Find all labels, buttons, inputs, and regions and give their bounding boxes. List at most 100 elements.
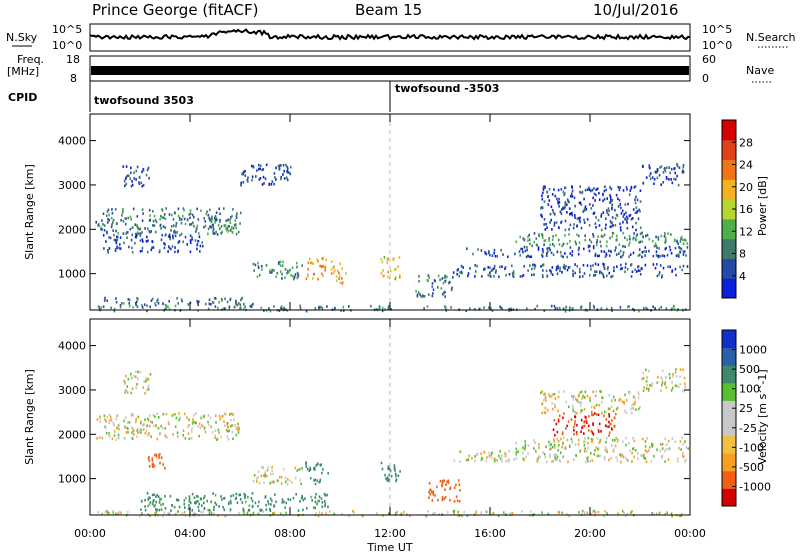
- echo-cell: [674, 246, 677, 250]
- echo-cell: [484, 267, 486, 270]
- echo-cell: [158, 456, 160, 459]
- echo-cell: [595, 390, 597, 393]
- echo-cell: [557, 440, 560, 443]
- echo-cell: [228, 220, 231, 223]
- echo-cell: [116, 426, 118, 430]
- echo-cell: [678, 166, 681, 169]
- echo-cell: [629, 253, 632, 256]
- echo-cell: [566, 211, 568, 214]
- echo-cell: [594, 199, 596, 202]
- echo-cell: [180, 232, 183, 236]
- echo-cell: [110, 225, 113, 229]
- echo-cell: [678, 246, 680, 249]
- echo-cell: [209, 509, 211, 512]
- echo-cell: [488, 451, 490, 455]
- echo-cell: [233, 418, 235, 422]
- echo-cell: [164, 303, 167, 307]
- x-tick-label: 16:00: [474, 527, 506, 540]
- echo-cell: [493, 457, 496, 460]
- echo-cell: [267, 502, 270, 506]
- echo-cell: [301, 494, 303, 498]
- echo-cell: [570, 194, 572, 198]
- echo-cell: [551, 209, 554, 212]
- echo-cell: [137, 415, 140, 419]
- echo-cell: [113, 307, 116, 311]
- echo-cell: [564, 446, 567, 449]
- echo-cell: [587, 436, 590, 440]
- echo-cell: [594, 254, 597, 257]
- echo-cell: [148, 424, 151, 428]
- echo-cell: [208, 512, 211, 515]
- echo-cell: [389, 277, 391, 280]
- echo-cell: [604, 424, 607, 427]
- echo-cell: [624, 245, 626, 248]
- echo-cell: [660, 165, 663, 168]
- echo-cell: [564, 202, 566, 205]
- echo-cell: [581, 191, 583, 195]
- echo-cell: [639, 189, 642, 192]
- echo-cell: [144, 432, 147, 435]
- echo-cell: [684, 460, 686, 463]
- echo-cell: [577, 252, 580, 256]
- echo-cell: [457, 479, 460, 482]
- echo-cell: [637, 269, 640, 272]
- freq-series-band: [91, 66, 689, 75]
- echo-cell: [431, 294, 434, 298]
- echo-cell: [225, 428, 228, 432]
- echo-cell: [543, 243, 545, 246]
- echo-cell: [483, 306, 485, 309]
- echo-cell: [201, 424, 204, 428]
- echo-cell: [621, 267, 623, 270]
- echo-cell: [228, 305, 231, 309]
- echo-cell: [665, 447, 668, 451]
- echo-cell: [618, 399, 620, 402]
- echo-cell: [188, 500, 191, 503]
- echo-cell: [590, 410, 593, 414]
- colorbar-tick-label: 24: [739, 159, 753, 172]
- echo-cell: [323, 500, 326, 503]
- echo-cell: [159, 461, 161, 465]
- echo-cell: [200, 209, 202, 212]
- echo-cell: [558, 444, 560, 447]
- echo-cell: [190, 222, 193, 226]
- echo-cell: [606, 211, 608, 214]
- echo-cell: [144, 505, 146, 508]
- echo-cell: [562, 255, 564, 259]
- echo-cell: [188, 437, 191, 440]
- echo-cell: [203, 217, 205, 220]
- echo-cell: [580, 226, 583, 230]
- echo-cell: [586, 394, 589, 398]
- echo-cell: [173, 229, 176, 233]
- echo-cell: [142, 168, 145, 172]
- echo-cell: [124, 391, 126, 394]
- echo-cell: [209, 208, 211, 212]
- echo-cell: [219, 227, 221, 231]
- cpid-entry-2: twofsound -3503: [395, 82, 499, 95]
- echo-cell: [632, 407, 635, 410]
- echo-cell: [318, 495, 321, 499]
- echo-cell: [475, 510, 477, 514]
- echo-cell: [433, 279, 436, 282]
- echo-cell: [394, 466, 396, 470]
- echo-cell: [550, 394, 553, 398]
- echo-cell: [630, 263, 633, 266]
- echo-cell: [632, 307, 634, 311]
- echo-cell: [581, 509, 584, 513]
- echo-cell: [648, 369, 650, 373]
- echo-cell: [611, 216, 614, 219]
- echo-cell: [151, 463, 154, 466]
- echo-cell: [595, 188, 597, 191]
- echo-cell: [117, 512, 120, 516]
- echo-cell: [489, 266, 491, 269]
- echo-cell: [162, 216, 165, 220]
- echo-cell: [207, 414, 210, 417]
- echo-cell: [221, 230, 223, 234]
- echo-cell: [555, 221, 558, 224]
- echo-cell: [542, 249, 544, 252]
- echo-cell: [499, 265, 501, 269]
- echo-cell: [554, 194, 557, 198]
- echo-cell: [564, 228, 567, 232]
- echo-cell: [632, 251, 635, 255]
- echo-cell: [598, 454, 600, 458]
- echo-cell: [284, 276, 286, 279]
